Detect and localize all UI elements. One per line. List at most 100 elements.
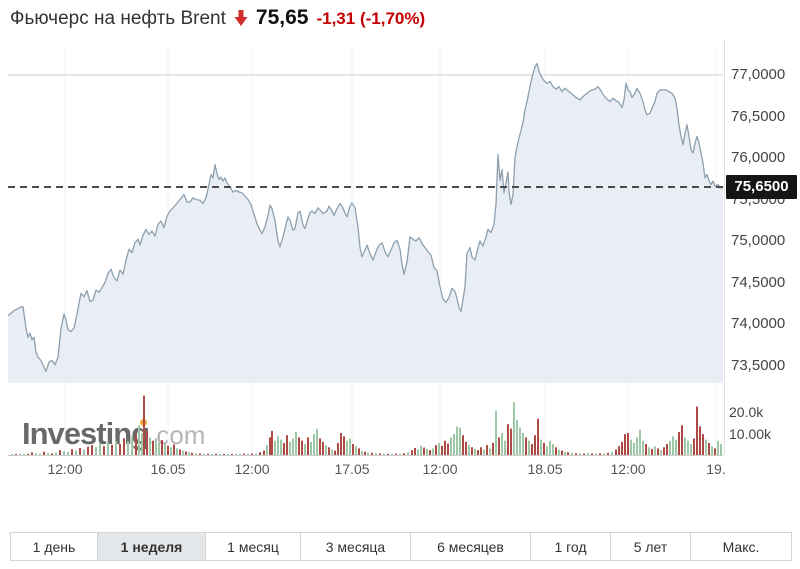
volume-bar <box>391 453 393 455</box>
volume-bar <box>672 436 674 455</box>
x-axis-tick: 19. <box>706 461 726 477</box>
volume-bar <box>558 449 560 455</box>
volume-bar <box>188 452 190 455</box>
volume-bar <box>91 445 93 455</box>
volume-bar <box>79 447 81 455</box>
volume-bar <box>492 442 494 455</box>
volume-bar <box>642 440 644 455</box>
volume-bar <box>403 453 405 455</box>
volume-bar <box>447 443 449 455</box>
volume-bar <box>173 444 175 455</box>
range-button-2[interactable]: 1 неделя <box>98 533 206 560</box>
volume-bar <box>528 440 530 455</box>
volume-bar <box>522 433 524 455</box>
volume-bar <box>149 437 151 455</box>
range-button-6[interactable]: 1 год <box>531 533 611 560</box>
volume-bar <box>462 435 464 455</box>
volume-bar <box>611 451 613 455</box>
volume-bar <box>135 435 137 455</box>
volume-bar <box>307 437 309 455</box>
x-axis-tick: 17.05 <box>334 461 370 477</box>
volume-bar <box>607 452 609 455</box>
y-axis-tick: 74,5000 <box>731 273 786 291</box>
volume-bar <box>179 449 181 455</box>
volume-bar <box>352 444 354 455</box>
volume-bar <box>71 449 73 455</box>
volume-bar <box>507 424 509 455</box>
volume-bar <box>274 440 276 455</box>
volume-bar <box>531 444 533 455</box>
volume-bar <box>537 418 539 455</box>
volume-bar <box>543 442 545 455</box>
volume-bar <box>75 450 77 455</box>
volume-bar <box>283 442 285 455</box>
volume-bar <box>243 453 245 455</box>
volume-bar <box>477 450 479 455</box>
current-price-tag: 75,6500 <box>726 175 797 199</box>
volume-bar <box>289 441 291 455</box>
volume-bar <box>334 450 336 455</box>
range-button-1[interactable]: 1 день <box>11 533 98 560</box>
volume-bar <box>702 434 704 455</box>
volume-bar <box>266 445 268 455</box>
volume-bar <box>561 450 563 455</box>
instrument-title: Фьючерс на нефть Brent <box>10 8 226 29</box>
volume-bar <box>575 453 577 455</box>
volume-bar <box>111 444 113 455</box>
volume-bar <box>407 452 409 455</box>
x-axis-tick: 12:00 <box>610 461 646 477</box>
volume-bar <box>251 453 253 455</box>
range-button-4[interactable]: 3 месяца <box>301 533 411 560</box>
volume-bar <box>301 440 303 455</box>
volume-bar <box>269 437 271 455</box>
volume-bar <box>486 445 488 455</box>
volume-bar <box>675 439 677 455</box>
volume-bar <box>441 445 443 455</box>
x-axis-tick: 12:00 <box>234 461 270 477</box>
range-button-5[interactable]: 6 месяцев <box>411 533 531 560</box>
range-button-3[interactable]: 1 месяц <box>206 533 301 560</box>
volume-bar <box>587 453 589 455</box>
volume-bar <box>395 453 397 455</box>
volume-bar <box>513 402 515 455</box>
volume-bar <box>471 447 473 455</box>
volume-bar <box>292 438 294 455</box>
volume-bar <box>383 453 385 455</box>
volume-bar <box>355 446 357 455</box>
volume-bar <box>567 452 569 455</box>
volume-bar <box>420 445 422 455</box>
change-percent: (-1,70%) <box>359 9 426 28</box>
volume-bar <box>489 448 491 455</box>
volume-bar <box>328 447 330 455</box>
volume-bar <box>161 440 163 455</box>
volume-bar <box>426 448 428 455</box>
volume-bar <box>708 442 710 455</box>
range-button-7[interactable]: 5 лет <box>611 533 691 560</box>
volume-bar <box>579 453 581 455</box>
volume-bar <box>669 440 671 455</box>
volume-bar <box>435 445 437 455</box>
instrument-header: Фьючерс на нефть Brent 75,65 -1,31 (-1,7… <box>10 6 425 30</box>
volume-bar <box>43 451 45 455</box>
volume-bar <box>340 433 342 455</box>
volume-bar <box>23 454 25 455</box>
volume-bar <box>316 428 318 455</box>
x-axis-tick: 12:00 <box>422 461 458 477</box>
volume-bar <box>51 453 53 455</box>
volume-bar <box>119 444 121 455</box>
volume-bar <box>571 452 573 455</box>
range-button-8[interactable]: Макс. <box>691 533 791 560</box>
volume-bar <box>371 452 373 455</box>
volume-bar <box>510 428 512 455</box>
volume-bar <box>549 440 551 455</box>
volume-bar <box>681 425 683 455</box>
volume-bar <box>525 437 527 455</box>
price-line <box>7 62 724 372</box>
volume-bar <box>182 450 184 455</box>
volume-bar <box>474 448 476 455</box>
volume-bar <box>364 451 366 455</box>
volume-bar <box>678 431 680 455</box>
volume-bar <box>516 419 518 455</box>
